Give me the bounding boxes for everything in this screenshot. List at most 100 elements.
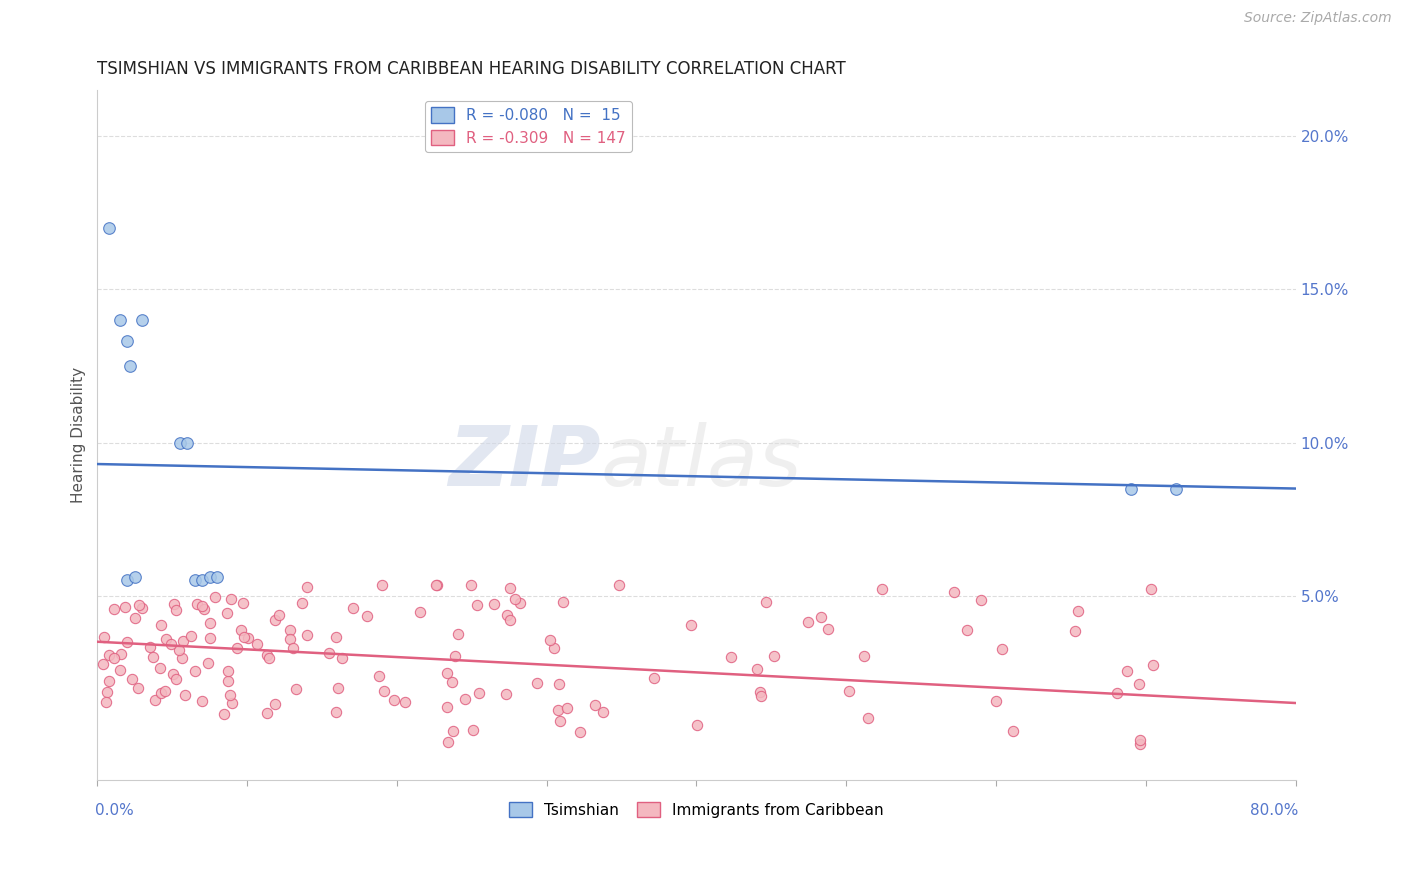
Point (215, 607, 238, 621)
Point (191, 599, 214, 613)
Point (97, 648, 120, 663)
Text: Source: ZipAtlas.com: Source: ZipAtlas.com (1244, 12, 1392, 25)
Point (162, 667, 184, 681)
Point (436, 666, 458, 681)
Point (229, 624, 252, 638)
Point (426, 578, 449, 592)
Point (1064, 624, 1087, 638)
Point (281, 640, 304, 655)
Point (114, 599, 136, 614)
Point (643, 671, 665, 685)
Point (1129, 733, 1152, 747)
Point (117, 334, 139, 349)
Point (226, 640, 249, 655)
Point (169, 435, 191, 450)
Point (1002, 724, 1025, 739)
Point (409, 605, 432, 619)
Point (382, 693, 405, 707)
Point (526, 676, 548, 690)
Point (108, 313, 131, 327)
Point (115, 635, 138, 649)
Text: 0.0%: 0.0% (96, 804, 134, 819)
Point (167, 642, 190, 657)
Point (221, 696, 243, 710)
Point (425, 578, 447, 592)
Point (447, 627, 470, 641)
Point (749, 685, 772, 699)
Point (686, 718, 709, 732)
Point (557, 701, 579, 715)
Point (94, 695, 117, 709)
Point (120, 359, 142, 373)
Point (1067, 604, 1090, 618)
Point (461, 723, 484, 737)
Point (592, 705, 614, 719)
Point (495, 687, 517, 701)
Text: ZIP: ZIP (449, 422, 600, 503)
Point (453, 692, 475, 706)
Point (373, 684, 395, 698)
Point (551, 595, 574, 609)
Point (838, 683, 860, 698)
Point (291, 596, 314, 610)
Point (149, 660, 172, 674)
Point (328, 681, 350, 696)
Point (482, 597, 505, 611)
Point (131, 600, 153, 615)
Point (370, 578, 392, 592)
Point (499, 582, 522, 596)
Point (1139, 582, 1161, 597)
Point (278, 623, 301, 637)
Point (184, 665, 207, 679)
Point (160, 637, 183, 651)
Point (295, 628, 318, 642)
Text: atlas: atlas (600, 422, 803, 503)
Point (142, 650, 165, 665)
Point (163, 598, 186, 612)
Point (221, 591, 243, 606)
Point (1119, 482, 1142, 496)
Point (217, 674, 239, 689)
Point (284, 682, 307, 697)
Point (970, 593, 993, 607)
Point (204, 590, 226, 604)
Point (394, 695, 416, 709)
Point (183, 574, 205, 588)
Point (155, 684, 177, 698)
Point (98, 221, 121, 235)
Point (548, 714, 571, 728)
Point (96, 684, 118, 698)
Point (538, 632, 561, 647)
Point (256, 706, 278, 721)
Point (679, 618, 702, 632)
Point (607, 578, 630, 592)
Point (176, 435, 198, 450)
Point (93, 630, 115, 644)
Point (263, 698, 285, 712)
Text: TSIMSHIAN VS IMMIGRANTS FROM CARIBBEAN HEARING DISABILITY CORRELATION CHART: TSIMSHIAN VS IMMIGRANTS FROM CARIBBEAN H… (97, 60, 846, 78)
Point (170, 651, 193, 665)
Point (441, 723, 464, 738)
Point (174, 689, 197, 703)
Point (98, 674, 121, 689)
Point (143, 693, 166, 707)
Point (509, 596, 531, 610)
Point (436, 735, 458, 749)
Text: 80.0%: 80.0% (1250, 804, 1298, 819)
Point (124, 570, 146, 584)
Point (1129, 737, 1152, 751)
Point (197, 656, 219, 670)
Point (942, 585, 965, 599)
Point (547, 677, 569, 691)
Point (436, 700, 458, 714)
Point (356, 608, 378, 623)
Point (325, 631, 347, 645)
Point (110, 664, 132, 678)
Point (797, 615, 820, 629)
Point (127, 681, 149, 695)
Point (547, 703, 569, 717)
Point (342, 601, 364, 615)
Point (232, 596, 254, 610)
Point (1164, 482, 1187, 496)
Point (121, 673, 143, 687)
